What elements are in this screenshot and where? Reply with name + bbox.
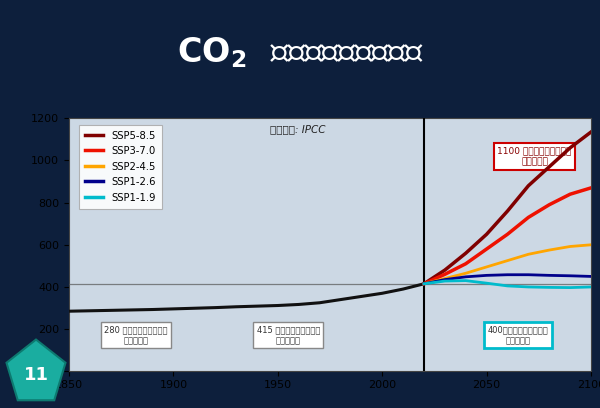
Legend: SSP5-8.5, SSP3-7.0, SSP2-4.5, SSP1-2.6, SSP1-1.9: SSP5-8.5, SSP3-7.0, SSP2-4.5, SSP1-2.6, … — [79, 124, 162, 208]
Text: $\mathbf{CO_2}$  සාන්ද්‍රණය: $\mathbf{CO_2}$ සාන්ද්‍රණය — [177, 35, 423, 70]
Text: 280 මිලියනයකට
යකයළ්: 280 මිලියනයකට යකයළ් — [104, 326, 167, 345]
Polygon shape — [7, 339, 65, 400]
Text: පහවය: IPCC: පහවය: IPCC — [270, 125, 325, 135]
Text: 11: 11 — [23, 366, 49, 384]
Text: 415 මිලියනයකට
යකයළ්: 415 මිලියනයකට යකයළ් — [257, 326, 320, 345]
Text: 400මිලියනයකට
යකයළ්: 400මිලියනයකට යකයළ් — [488, 326, 548, 345]
Text: 1100 මිලියනයකට
යකයළ්: 1100 මිලියනයකට යකයළ් — [497, 146, 572, 166]
